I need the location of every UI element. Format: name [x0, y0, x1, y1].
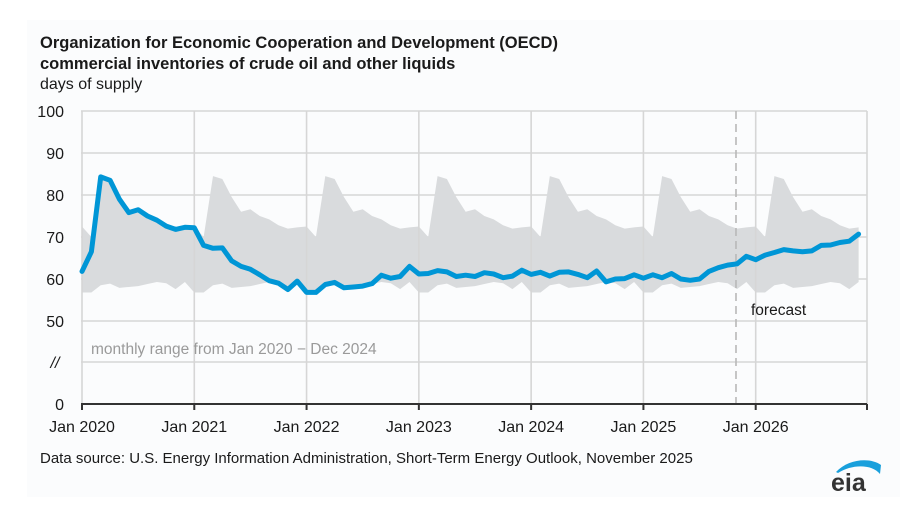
- y-tick-label: 50: [46, 314, 64, 331]
- x-tick-label: Jan 2022: [274, 419, 340, 436]
- x-tick-label: Jan 2023: [386, 419, 452, 436]
- x-tick-label: Jan 2020: [49, 419, 115, 436]
- y-tick-label: 60: [46, 272, 64, 289]
- y-tick-label: 90: [46, 146, 64, 163]
- chart-title-line2: commercial inventories of crude oil and …: [40, 55, 456, 73]
- band-range-note: monthly range from Jan 2020 − Dec 2024: [91, 341, 377, 358]
- forecast-label: forecast: [751, 302, 807, 319]
- y-axis-ticks: 100 90 80 70 60 50 // 0: [37, 104, 64, 414]
- historical-range-band: [82, 176, 859, 293]
- eia-logo-arc-icon: [836, 460, 881, 474]
- y-tick-label: 100: [37, 104, 64, 121]
- x-tick-label: Jan 2021: [161, 419, 227, 436]
- x-tick-label: Jan 2024: [498, 419, 564, 436]
- y-axis-units: days of supply: [40, 76, 143, 93]
- data-source-note: Data source: U.S. Energy Information Adm…: [40, 450, 693, 467]
- y-tick-label: 0: [55, 397, 64, 414]
- x-tick-label: Jan 2026: [723, 419, 789, 436]
- x-axis-ticks: Jan 2020 Jan 2021 Jan 2022 Jan 2023 Jan 2024…: [49, 404, 868, 436]
- y-tick-label: 70: [46, 230, 64, 247]
- x-tick-label: Jan 2025: [610, 419, 676, 436]
- chart-title-line1: Organization for Economic Cooperation an…: [40, 34, 558, 52]
- eia-logo: eia: [831, 460, 881, 495]
- y-tick-label: //: [50, 355, 61, 372]
- eia-logo-text: eia: [831, 469, 867, 495]
- series-line-inventories: [79, 174, 862, 295]
- y-tick-label: 80: [46, 188, 64, 205]
